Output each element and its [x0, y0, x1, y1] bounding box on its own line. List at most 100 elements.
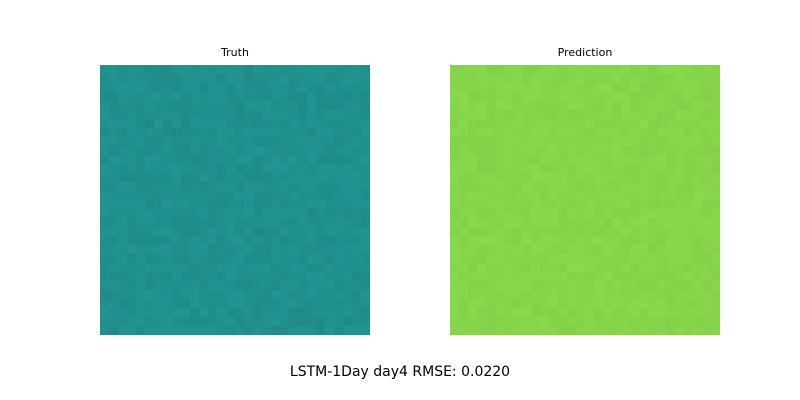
heatmap-cell	[298, 308, 308, 318]
heatmap-cell	[531, 101, 541, 111]
heatmap-cell	[199, 263, 209, 273]
heatmap-cell	[226, 173, 236, 183]
heatmap-cell	[702, 119, 712, 129]
heatmap-cell	[172, 236, 182, 246]
heatmap-cell	[702, 65, 712, 75]
heatmap-cell	[567, 245, 577, 255]
heatmap-cell	[531, 155, 541, 165]
heatmap-cell	[100, 281, 110, 291]
heatmap-cell	[271, 245, 281, 255]
heatmap-cell	[109, 218, 119, 228]
heatmap-cell	[468, 65, 478, 75]
heatmap-cell	[513, 101, 523, 111]
heatmap-cell	[693, 272, 703, 282]
heatmap-cell	[316, 164, 326, 174]
heatmap-cell	[513, 173, 523, 183]
heatmap-cell	[549, 317, 559, 327]
heatmap-cell	[172, 173, 182, 183]
heatmap-cell	[666, 272, 676, 282]
heatmap-cell	[271, 155, 281, 165]
heatmap-cell	[289, 200, 299, 210]
heatmap-cell	[190, 299, 200, 309]
heatmap-cell	[612, 272, 622, 282]
heatmap-cell	[208, 209, 218, 219]
heatmap-cell	[666, 146, 676, 156]
heatmap-cell	[226, 137, 236, 147]
heatmap-cell	[298, 254, 308, 264]
heatmap-cell	[459, 209, 469, 219]
heatmap-cell	[253, 146, 263, 156]
heatmap-cell	[244, 173, 254, 183]
heatmap-cell	[576, 218, 586, 228]
heatmap-cell	[154, 128, 164, 138]
heatmap-cell	[702, 290, 712, 300]
heatmap-cell	[217, 128, 227, 138]
heatmap-cell	[262, 83, 272, 93]
heatmap-cell	[630, 281, 640, 291]
heatmap-cell	[262, 164, 272, 174]
heatmap-cell	[343, 65, 353, 75]
heatmap-cell	[217, 227, 227, 237]
heatmap-cell	[459, 191, 469, 201]
heatmap-cell	[307, 191, 317, 201]
heatmap-cell	[666, 281, 676, 291]
heatmap-cell	[468, 209, 478, 219]
heatmap-cell	[118, 299, 128, 309]
heatmap-cell	[154, 218, 164, 228]
heatmap-cell	[540, 146, 550, 156]
heatmap-cell	[307, 245, 317, 255]
heatmap-cell	[693, 236, 703, 246]
heatmap-cell	[504, 317, 514, 327]
heatmap-cell	[621, 173, 631, 183]
heatmap-cell	[190, 83, 200, 93]
heatmap-cell	[477, 92, 487, 102]
heatmap-cell	[513, 164, 523, 174]
heatmap-cell	[352, 236, 362, 246]
heatmap-cell	[567, 173, 577, 183]
heatmap-cell	[711, 236, 720, 246]
heatmap-cell	[118, 92, 128, 102]
heatmap-cell	[127, 173, 137, 183]
heatmap-cell	[352, 209, 362, 219]
heatmap-cell	[540, 290, 550, 300]
heatmap-cell	[136, 281, 146, 291]
heatmap-cell	[352, 200, 362, 210]
heatmap-cell	[262, 254, 272, 264]
heatmap-cell	[684, 218, 694, 228]
heatmap-cell	[540, 164, 550, 174]
heatmap-cell	[486, 236, 496, 246]
heatmap-cell	[208, 110, 218, 120]
heatmap-cell	[603, 263, 613, 273]
heatmap-cell	[558, 317, 568, 327]
heatmap-cell	[603, 164, 613, 174]
heatmap-cell	[612, 227, 622, 237]
heatmap-cell	[522, 218, 532, 228]
heatmap-cell	[648, 137, 658, 147]
heatmap-cell	[693, 92, 703, 102]
heatmap-cell	[244, 182, 254, 192]
heatmap-cell	[594, 173, 604, 183]
heatmap-cell	[540, 209, 550, 219]
heatmap-cell	[199, 74, 209, 84]
heatmap-cell	[531, 326, 541, 335]
heatmap-cell	[190, 254, 200, 264]
heatmap-cell	[603, 326, 613, 335]
heatmap-cell	[199, 308, 209, 318]
heatmap-cell	[585, 263, 595, 273]
heatmap-cell	[639, 146, 649, 156]
heatmap-cell	[540, 191, 550, 201]
heatmap-cell	[477, 74, 487, 84]
heatmap-cell	[154, 101, 164, 111]
heatmap-cell	[702, 263, 712, 273]
heatmap-cell	[621, 92, 631, 102]
heatmap-cell	[693, 74, 703, 84]
heatmap-cell	[540, 308, 550, 318]
heatmap-cell	[702, 236, 712, 246]
heatmap-cell	[181, 101, 191, 111]
heatmap-cell	[477, 191, 487, 201]
heatmap-cell	[253, 110, 263, 120]
heatmap-cell	[118, 182, 128, 192]
heatmap-cell	[100, 119, 110, 129]
heatmap-cell	[450, 164, 460, 174]
heatmap-cell	[603, 182, 613, 192]
